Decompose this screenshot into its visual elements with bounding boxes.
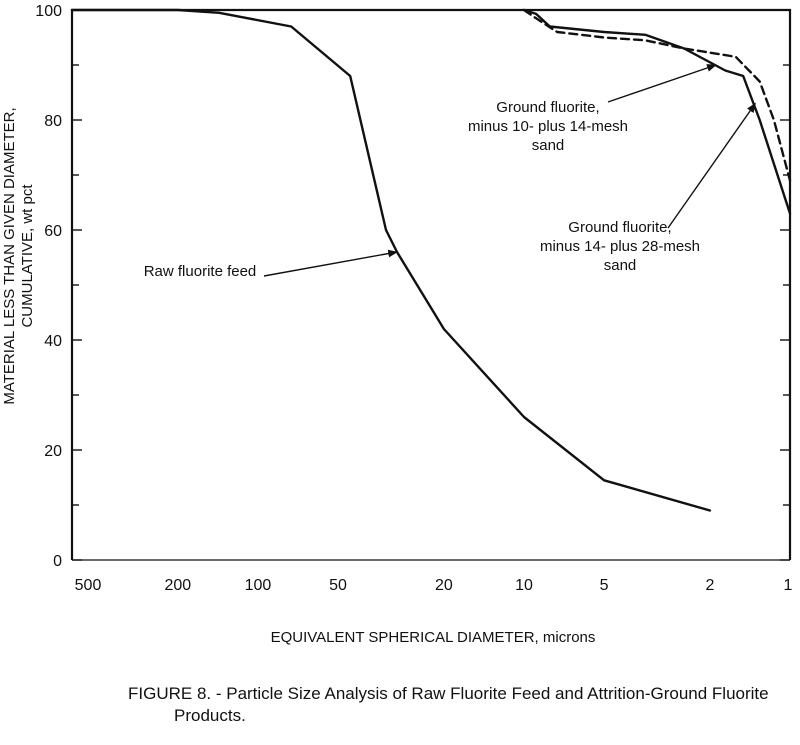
y-tick-label: 20 bbox=[44, 443, 62, 460]
y-tick-label: 0 bbox=[53, 553, 62, 570]
plot-frame bbox=[70, 8, 792, 560]
x-axis-label: EQUIVALENT SPHERICAL DIAMETER, microns bbox=[271, 629, 596, 646]
y-tick-label: 80 bbox=[44, 113, 62, 130]
x-tick-label: 10 bbox=[515, 577, 533, 594]
annotation-label-2: Ground fluorite, bbox=[496, 99, 599, 116]
y-axis-label-line-2: CUMULATIVE, wt pct bbox=[19, 184, 36, 328]
annotation-label-3: Ground fluorite, bbox=[568, 219, 671, 236]
annotation-label-2: minus 10- plus 14-mesh bbox=[468, 118, 628, 135]
y-tick-label: 100 bbox=[35, 3, 62, 20]
annotation-arrow-3 bbox=[667, 102, 756, 229]
x-tick-label: 50 bbox=[329, 577, 347, 594]
y-tick-label: 40 bbox=[44, 333, 62, 350]
x-tick-label: 2 bbox=[705, 577, 714, 594]
annotation-label-3: minus 14- plus 28-mesh bbox=[540, 238, 700, 255]
y-axis-label-line-1: MATERIAL LESS THAN GIVEN DIAMETER, bbox=[1, 107, 18, 404]
y-tick-label: 60 bbox=[44, 223, 62, 240]
series-line-2 bbox=[522, 8, 792, 215]
annotation-label-2: sand bbox=[532, 137, 565, 154]
x-tick-label: 1 bbox=[784, 577, 793, 594]
x-tick-label: 500 bbox=[75, 577, 102, 594]
x-tick-label: 5 bbox=[600, 577, 609, 594]
caption-line-1: FIGURE 8. - Particle Size Analysis of Ra… bbox=[128, 684, 769, 703]
caption-line-2: Products. bbox=[174, 706, 246, 725]
annotation-arrow-1 bbox=[263, 249, 399, 277]
series-line-1 bbox=[70, 8, 712, 512]
figure-caption: FIGURE 8. - Particle Size Analysis of Ra… bbox=[128, 683, 788, 727]
series-line-3 bbox=[522, 8, 792, 182]
annotation-label-3: sand bbox=[604, 257, 637, 274]
x-tick-label: 20 bbox=[435, 577, 453, 594]
x-tick-label: 100 bbox=[245, 577, 272, 594]
y-axis-label: MATERIAL LESS THAN GIVEN DIAMETER, CUMULA… bbox=[1, 107, 36, 404]
x-tick-label: 200 bbox=[165, 577, 192, 594]
annotation-arrow-2 bbox=[607, 64, 717, 103]
annotation-label-1: Raw fluorite feed bbox=[144, 263, 257, 280]
